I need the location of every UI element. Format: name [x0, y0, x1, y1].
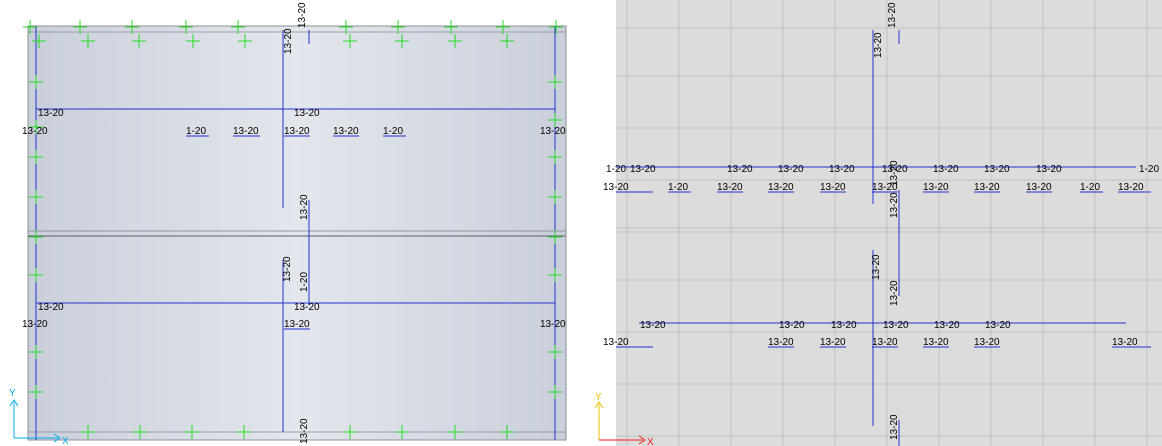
- beam-row2-labels: 13-20 13-20 13-20 13-20 13-20 13-20: [640, 320, 1011, 331]
- right-structural-view[interactable]: 13-20 13-20 13-20 13-20 13-20 13-20 13-2…: [581, 0, 1162, 446]
- row-label: 13-20: [974, 182, 1000, 193]
- axis-y-label: Y: [595, 392, 602, 403]
- axis-indicator: Y X: [9, 388, 69, 446]
- label-row1-a: 1-20: [186, 126, 206, 137]
- row2-label: 13-20: [603, 337, 629, 348]
- label-col-mid-3: 1-20: [299, 272, 310, 292]
- label-row2: 13-20 13-20 13-20 13-20 13-20 13-20 13-2…: [603, 337, 1138, 348]
- beam-row-label: 13-20: [829, 164, 855, 175]
- label-row2-left: 13-20: [22, 319, 48, 330]
- grid-lines: [616, 0, 1162, 446]
- label-row: 13-20 1-20 13-20 13-20 13-20 13-20 13-20…: [603, 182, 1144, 193]
- label-col-low-b: 13-20: [889, 280, 900, 306]
- node-markers: [23, 20, 563, 439]
- label-bottom-col: 13-20: [889, 414, 900, 440]
- left-structural-view[interactable]: 13-20 13-20 13-20 13-20 1-20 13-20 13-20…: [0, 0, 581, 446]
- label-row1-left: 13-20: [22, 126, 48, 137]
- label-beam-upper-left: 13-20: [38, 108, 64, 119]
- label-beam-upper-mid: 13-20: [294, 108, 320, 119]
- label-col-mid-a: 13-20: [889, 160, 900, 186]
- row-label: 13-20: [820, 182, 846, 193]
- row2-label: 13-20: [768, 337, 794, 348]
- axis-x-label: X: [647, 437, 654, 446]
- label-col-low-a: 13-20: [871, 254, 882, 280]
- label-row1-d: 13-20: [333, 126, 359, 137]
- row-label: 13-20: [768, 182, 794, 193]
- label-top-col: 13-20: [887, 2, 898, 28]
- row-label: 13-20: [717, 182, 743, 193]
- beam-row-label: 13-20: [778, 164, 804, 175]
- label-row1-b: 13-20: [233, 126, 259, 137]
- label-row2-mid: 13-20: [284, 319, 310, 330]
- row2-label: 13-20: [923, 337, 949, 348]
- label-row1-c: 13-20: [284, 126, 310, 137]
- beam-row-label: 13-20: [933, 164, 959, 175]
- axis-x-label: X: [62, 436, 69, 446]
- plan-background: [616, 0, 1162, 446]
- row-label: 13-20: [603, 182, 629, 193]
- row-label: 13-20: [872, 182, 898, 193]
- beam-row-label: 1-20: [606, 164, 626, 175]
- label-col-upper-a: 13-20: [283, 28, 294, 54]
- axis-y-label: Y: [9, 388, 16, 399]
- beam-row2-label: 13-20: [985, 320, 1011, 331]
- beam-row2-label: 13-20: [883, 320, 909, 331]
- label-col-mid-b: 13-20: [889, 192, 900, 218]
- slab-panel: [27, 25, 567, 441]
- beam-row-label: 1-20: [1139, 164, 1159, 175]
- beam-row-label: 13-20: [727, 164, 753, 175]
- beam-row-label: 13-20: [984, 164, 1010, 175]
- label-bottom-col: 13-20: [299, 418, 310, 444]
- row2-label: 13-20: [974, 337, 1000, 348]
- row2-label: 13-20: [1112, 337, 1138, 348]
- row-label: 1-20: [668, 182, 688, 193]
- row-label: 1-20: [1080, 182, 1100, 193]
- row2-label: 13-20: [872, 337, 898, 348]
- label-beam-lower-left: 13-20: [38, 302, 64, 313]
- beam-row2-label: 13-20: [640, 320, 666, 331]
- beam-row-labels: 1-20 13-20 13-20 13-20 13-20 13-20 13-20…: [606, 164, 1159, 175]
- axis-indicator: Y X: [594, 392, 654, 446]
- beam-row-label: 13-20: [1036, 164, 1062, 175]
- label-row1-e: 1-20: [383, 126, 403, 137]
- row-label: 13-20: [923, 182, 949, 193]
- member-lines: [616, 30, 1136, 446]
- row-label: 13-20: [1026, 182, 1052, 193]
- row2-label: 13-20: [820, 337, 846, 348]
- label-row1-right: 13-20: [540, 126, 566, 137]
- label-row2-right: 13-20: [540, 319, 566, 330]
- row-label: 13-20: [1118, 182, 1144, 193]
- label-col-mid-2: 13-20: [282, 256, 293, 282]
- beam-row2-label: 13-20: [831, 320, 857, 331]
- beam-row-label: 13-20: [630, 164, 656, 175]
- beam-row2-label: 13-20: [934, 320, 960, 331]
- label-col-mid-1: 13-20: [299, 194, 310, 220]
- label-col-upper: 13-20: [873, 32, 884, 58]
- beam-row2-label: 13-20: [779, 320, 805, 331]
- beam-row-label: 13-20: [882, 164, 908, 175]
- label-top-col: 13-20: [297, 2, 308, 28]
- label-beam-lower-mid: 13-20: [294, 302, 320, 313]
